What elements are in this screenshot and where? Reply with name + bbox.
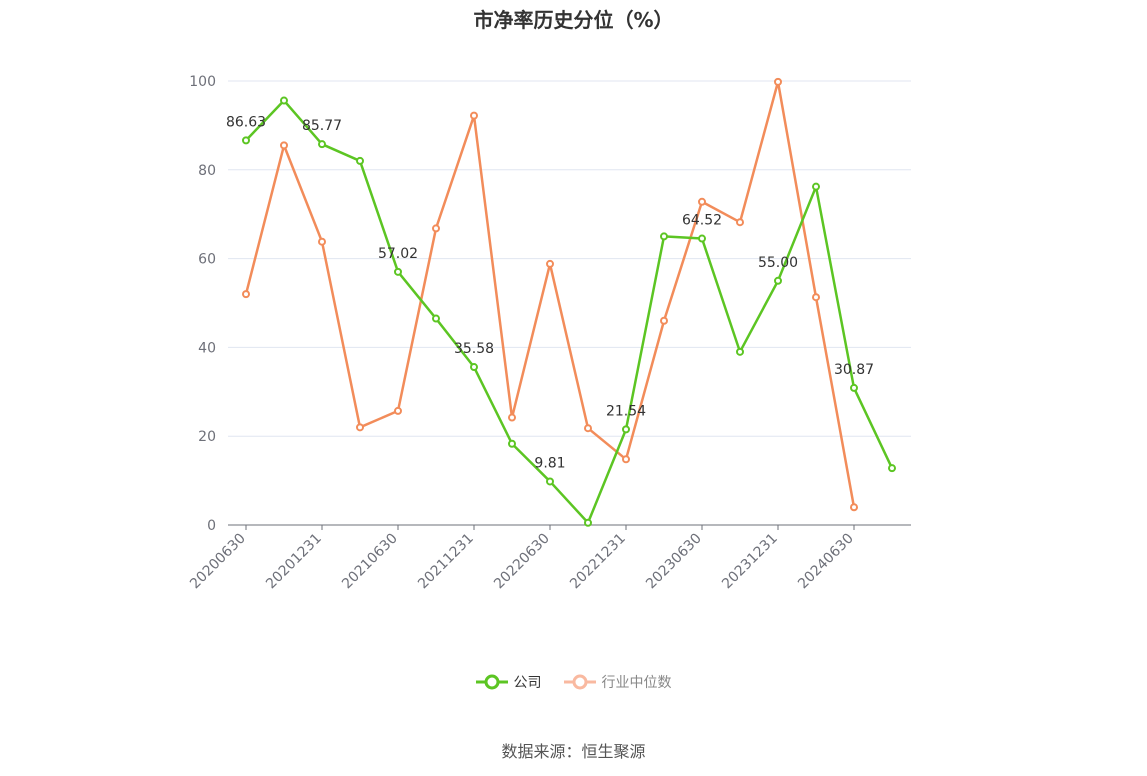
data-label: 55.00	[758, 255, 798, 271]
x-tick-label: 20210630	[339, 531, 401, 593]
x-tick-label: 20200630	[187, 531, 249, 593]
data-point	[546, 259, 554, 268]
data-label: 30.87	[834, 362, 874, 378]
legend-label-company: 公司	[513, 675, 542, 691]
data-label: 35.58	[454, 341, 494, 357]
y-tick-label: 40	[198, 340, 216, 356]
x-tick-label: 20221231	[567, 531, 629, 593]
data-label: 64.52	[682, 213, 722, 229]
data-point	[508, 413, 516, 422]
data-point	[736, 347, 744, 356]
x-tick-label: 20220630	[491, 531, 553, 593]
data-point	[736, 218, 744, 227]
data-label: 86.63	[226, 114, 266, 130]
legend-item-industry-median[interactable]: 行业中位数	[563, 672, 672, 692]
data-point	[432, 314, 440, 323]
data-point	[242, 136, 250, 145]
data-point	[698, 234, 706, 243]
data-source: 数据来源：恒生聚源	[501, 742, 646, 761]
data-point	[546, 477, 554, 486]
data-point	[660, 316, 668, 325]
data-point	[356, 156, 364, 165]
data-point	[470, 111, 478, 120]
data-point	[280, 141, 288, 150]
x-tick-label: 20240630	[795, 531, 857, 593]
x-tick-label: 20231231	[719, 531, 781, 593]
legend: 公司 行业中位数	[0, 672, 1147, 692]
data-point	[318, 140, 326, 149]
data-point	[394, 267, 402, 276]
data-point	[660, 232, 668, 241]
legend-industry-icon	[563, 674, 596, 690]
x-tick-label: 20211231	[415, 531, 477, 593]
series-line	[245, 99, 894, 525]
data-point	[242, 290, 250, 299]
data-point	[774, 77, 782, 86]
data-point	[622, 425, 630, 434]
data-point	[812, 182, 820, 191]
y-tick-label: 100	[189, 74, 216, 90]
data-point	[774, 276, 782, 285]
y-tick-label: 0	[207, 518, 216, 534]
data-point	[356, 423, 364, 432]
legend-item-company[interactable]: 公司	[475, 672, 542, 692]
data-point	[318, 237, 326, 246]
data-point	[812, 293, 820, 302]
legend-company-icon	[475, 674, 508, 690]
data-label: 57.02	[378, 246, 418, 262]
data-label: 9.81	[534, 455, 565, 471]
data-point	[394, 406, 402, 415]
data-point	[850, 503, 858, 512]
data-point	[622, 455, 630, 464]
data-point	[280, 96, 288, 105]
data-point	[584, 518, 592, 527]
x-tick-label: 20230630	[643, 531, 705, 593]
data-point	[888, 464, 896, 473]
data-point	[698, 197, 706, 206]
data-label: 85.77	[302, 118, 342, 134]
legend-label-industry-median: 行业中位数	[601, 675, 672, 691]
chart-title: 市净率历史分位（%）	[473, 8, 674, 32]
y-tick-label: 80	[198, 163, 216, 179]
data-point	[584, 424, 592, 433]
x-tick-label: 20201231	[263, 531, 325, 593]
series-line	[244, 80, 856, 508]
line-chart: 0 20 40 60 80 100 20200630 20201231 20210630 2021…	[187, 74, 911, 593]
data-point	[432, 224, 440, 233]
data-point	[470, 363, 478, 372]
data-label: 21.54	[606, 403, 646, 419]
data-point	[508, 439, 516, 448]
y-tick-label: 60	[198, 252, 216, 268]
data-point	[850, 383, 858, 392]
y-tick-label: 20	[198, 429, 216, 445]
